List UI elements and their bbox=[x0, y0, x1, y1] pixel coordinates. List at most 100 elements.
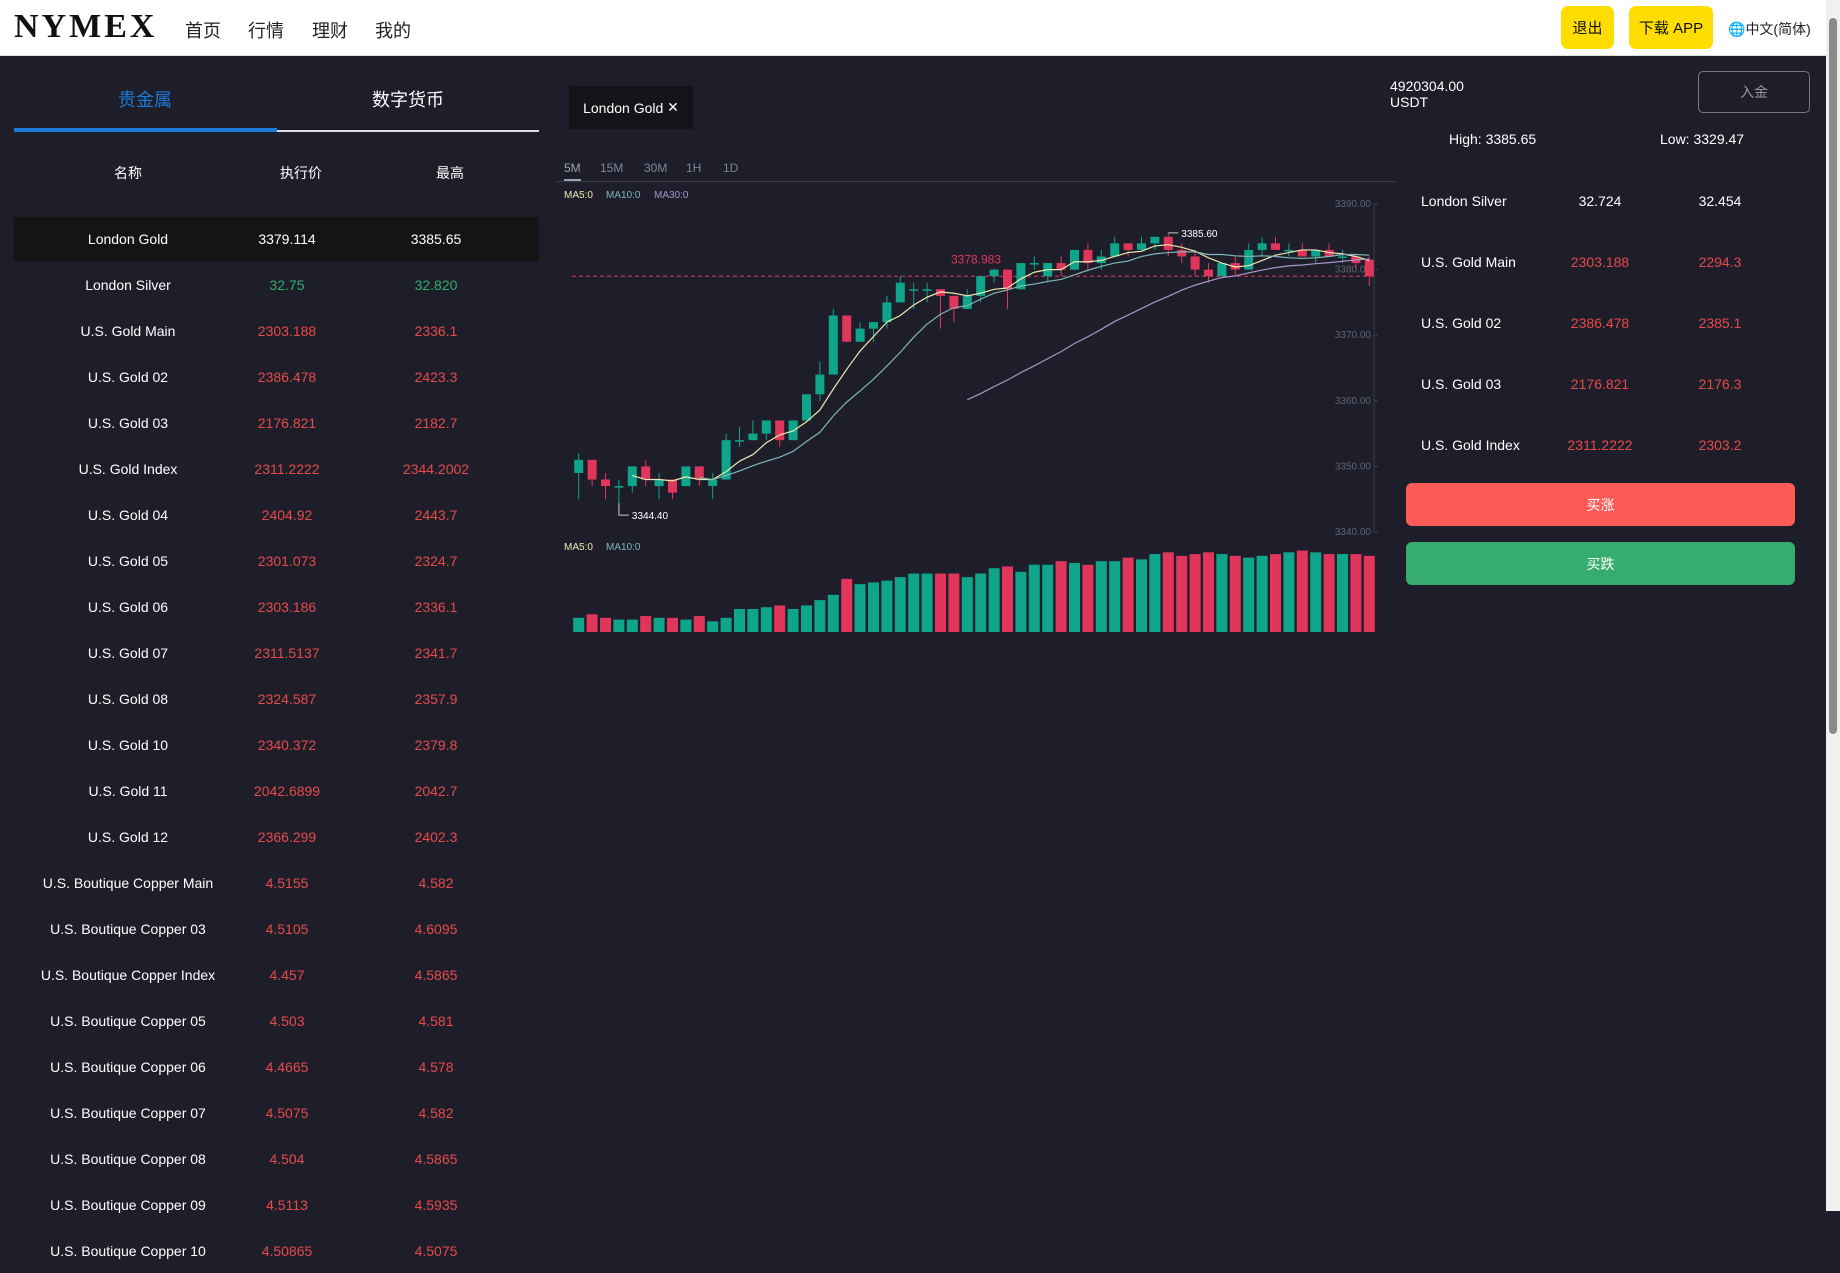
market-name: U.S. Boutique Copper 05 bbox=[50, 1013, 206, 1029]
candle-body bbox=[574, 459, 584, 473]
ma10-line bbox=[699, 251, 1370, 481]
timeframe-1h[interactable]: 1H bbox=[686, 161, 702, 175]
candlestick-chart[interactable]: 3390.00 3380.00 3370.00 3360.00 3350.00 3340.… bbox=[556, 185, 1396, 645]
scrollbar-thumb[interactable] bbox=[1829, 18, 1837, 734]
market-row[interactable]: U.S. Gold Main 2303.188 2336.1 bbox=[14, 309, 539, 353]
volume-bar bbox=[626, 619, 638, 632]
column-header-price: 执行价 bbox=[280, 165, 322, 181]
nav-finance[interactable]: 理财 bbox=[312, 21, 348, 41]
y-tick-label: 3370.00 bbox=[1335, 330, 1372, 341]
related-value-b: 2303.2 bbox=[1698, 437, 1742, 453]
related-name[interactable]: U.S. Gold 03 bbox=[1421, 376, 1502, 392]
language-selector[interactable]: 🌐中文(简体) bbox=[1728, 19, 1811, 39]
volume-bar bbox=[1055, 561, 1067, 632]
market-row[interactable]: U.S. Boutique Copper 10 4.50865 4.5075 bbox=[14, 1229, 539, 1273]
y-tick-label: 3380.00 bbox=[1335, 265, 1372, 276]
market-row[interactable]: U.S. Gold 11 2042.6899 2042.7 bbox=[14, 769, 539, 813]
market-row[interactable]: U.S. Boutique Copper Main 4.5155 4.582 bbox=[14, 861, 539, 905]
logout-button[interactable]: 退出 bbox=[1561, 6, 1614, 49]
candle-body bbox=[949, 295, 959, 309]
market-price: 3379.114 bbox=[258, 231, 316, 247]
candle-body bbox=[802, 394, 811, 421]
market-price: 4.5075 bbox=[265, 1105, 309, 1121]
volume-bar bbox=[1162, 552, 1174, 632]
market-row[interactable]: U.S. Boutique Copper 03 4.5105 4.6095 bbox=[14, 907, 539, 951]
market-row[interactable]: U.S. Gold 08 2324.587 2357.9 bbox=[14, 677, 539, 721]
tab-precious-metals[interactable]: 贵金属 bbox=[118, 90, 172, 110]
market-row[interactable]: London Silver 32.75 32.820 bbox=[14, 263, 539, 307]
volume-bar bbox=[1283, 552, 1295, 632]
market-row[interactable]: U.S. Boutique Copper 05 4.503 4.581 bbox=[14, 999, 539, 1043]
related-name[interactable]: U.S. Gold Main bbox=[1421, 254, 1516, 270]
volume-bar bbox=[961, 577, 973, 632]
market-row[interactable]: U.S. Boutique Copper 09 4.5113 4.5935 bbox=[14, 1183, 539, 1227]
close-icon[interactable]: ✕ bbox=[667, 99, 679, 115]
volume-bar bbox=[1122, 557, 1134, 632]
page-scrollbar[interactable] bbox=[1826, 0, 1840, 1211]
market-row[interactable]: U.S. Boutique Copper 07 4.5075 4.582 bbox=[14, 1091, 539, 1135]
candle-body bbox=[922, 289, 932, 291]
market-row[interactable]: U.S. Gold 12 2366.299 2402.3 bbox=[14, 815, 539, 859]
symbol-tag[interactable]: London Gold ✕ bbox=[569, 86, 693, 129]
market-row[interactable]: U.S. Boutique Copper Index 4.457 4.5865 bbox=[14, 953, 539, 997]
volume-bar bbox=[1136, 559, 1147, 632]
timeframe-5m[interactable]: 5M bbox=[564, 161, 581, 181]
market-row[interactable]: U.S. Boutique Copper 06 4.4665 4.578 bbox=[14, 1045, 539, 1089]
vol-ma5-label: MA5:0 bbox=[564, 542, 593, 553]
market-row[interactable]: U.S. Gold 03 2176.821 2182.7 bbox=[14, 401, 539, 445]
candle-body bbox=[641, 466, 651, 480]
account-balance: 4920304.00 USDT bbox=[1390, 78, 1464, 110]
candle-body bbox=[1311, 249, 1321, 257]
related-name[interactable]: U.S. Gold 02 bbox=[1421, 315, 1502, 331]
market-row[interactable]: U.S. Boutique Copper 08 4.504 4.5865 bbox=[14, 1137, 539, 1181]
nav-mine[interactable]: 我的 bbox=[375, 21, 411, 41]
market-high: 2336.1 bbox=[414, 599, 458, 615]
candle-body bbox=[909, 289, 919, 291]
volume-bar bbox=[908, 573, 920, 632]
min-label: 3344.40 bbox=[632, 511, 669, 522]
volume-bar bbox=[1028, 564, 1040, 632]
ma5-label: MA5:0 bbox=[564, 190, 593, 201]
candle-body bbox=[1083, 249, 1093, 264]
volume-bar bbox=[975, 573, 987, 632]
buy-up-button[interactable]: 买涨 bbox=[1406, 483, 1795, 526]
related-name[interactable]: U.S. Gold Index bbox=[1421, 437, 1520, 453]
timeframe-15m[interactable]: 15M bbox=[600, 161, 624, 175]
market-price: 2340.372 bbox=[257, 737, 317, 753]
market-name: U.S. Boutique Copper 03 bbox=[50, 921, 206, 937]
ma30-line bbox=[967, 258, 1370, 401]
related-name[interactable]: London Silver bbox=[1421, 193, 1507, 209]
market-row[interactable]: U.S. Gold 02 2386.478 2423.3 bbox=[14, 355, 539, 399]
tab-digital-currency[interactable]: 数字货币 bbox=[372, 90, 444, 110]
market-row[interactable]: U.S. Gold 10 2340.372 2379.8 bbox=[14, 723, 539, 767]
candle-body bbox=[1123, 243, 1133, 250]
market-row[interactable]: U.S. Gold 07 2311.5137 2341.7 bbox=[14, 631, 539, 675]
deposit-button[interactable]: 入金 bbox=[1698, 71, 1810, 113]
market-row[interactable]: U.S. Gold Index 2311.2222 2344.2002 bbox=[14, 447, 539, 491]
market-price: 2366.299 bbox=[257, 829, 317, 845]
volume-bar bbox=[1363, 555, 1375, 632]
candle-body bbox=[936, 289, 945, 296]
market-row[interactable]: U.S. Gold 05 2301.073 2324.7 bbox=[14, 539, 539, 583]
timeframe-30m[interactable]: 30M bbox=[644, 161, 668, 175]
nav-home[interactable]: 首页 bbox=[185, 21, 221, 41]
candle-body bbox=[1029, 263, 1039, 265]
market-name: U.S. Boutique Copper 07 bbox=[50, 1105, 206, 1121]
nymex-logo[interactable]: NYMEX bbox=[14, 8, 158, 45]
market-high: 2357.9 bbox=[414, 691, 458, 707]
market-high: 4.5935 bbox=[414, 1197, 458, 1213]
market-row[interactable]: U.S. Gold 04 2404.92 2443.7 bbox=[14, 493, 539, 537]
market-row[interactable]: London Gold 3379.114 3385.65 bbox=[14, 217, 539, 261]
market-price: 2301.073 bbox=[257, 553, 317, 569]
market-high: 2402.3 bbox=[414, 829, 458, 845]
download-app-button[interactable]: 下载 APP bbox=[1629, 6, 1713, 49]
nav-market[interactable]: 行情 bbox=[248, 21, 284, 41]
candle-body bbox=[627, 466, 637, 487]
timeframe-1d[interactable]: 1D bbox=[723, 161, 739, 175]
balance-currency: USDT bbox=[1390, 94, 1429, 110]
volume-bar bbox=[881, 580, 893, 632]
buy-down-button[interactable]: 买跌 bbox=[1406, 542, 1795, 585]
market-price: 4.504 bbox=[269, 1151, 305, 1167]
volume-bar bbox=[814, 600, 826, 632]
market-row[interactable]: U.S. Gold 06 2303.186 2336.1 bbox=[14, 585, 539, 629]
